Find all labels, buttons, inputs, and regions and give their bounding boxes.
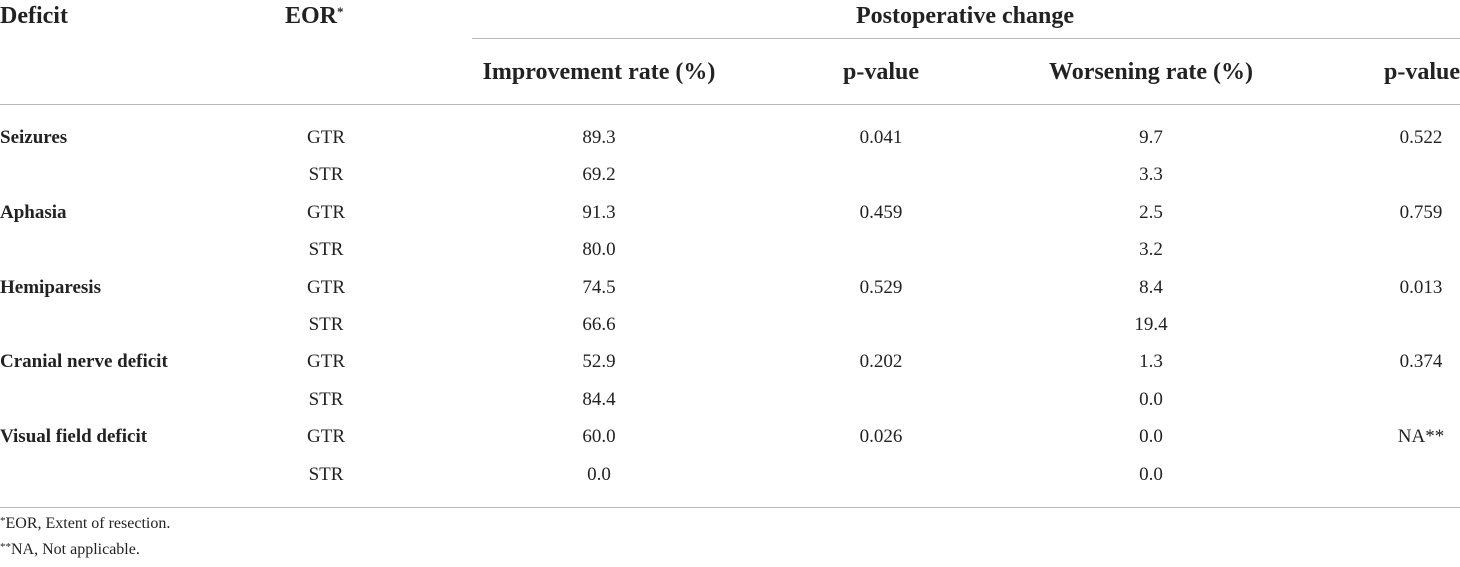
cell-p-value-worsening: 0.522	[1399, 127, 1443, 148]
header-eor: EOR*	[285, 4, 344, 28]
cell-worsening-rate: 3.2	[1139, 239, 1163, 260]
cell-improvement-rate: 69.2	[582, 164, 616, 185]
cell-eor: GTR	[307, 202, 345, 223]
cell-improvement-rate: 0.0	[587, 464, 611, 485]
cell-worsening-rate: 19.4	[1134, 314, 1168, 335]
header-group-rule	[472, 38, 1460, 39]
cell-improvement-rate: 80.0	[582, 239, 616, 260]
header-postoperative-change: Postoperative change	[856, 3, 1074, 29]
cell-improvement-rate: 74.5	[582, 277, 616, 298]
cell-worsening-rate: 2.5	[1139, 202, 1163, 223]
cell-improvement-rate: 66.6	[582, 314, 616, 335]
cell-improvement-rate: 52.9	[582, 351, 616, 372]
header-eor-label: EOR	[285, 3, 338, 29]
footnote-mark: **	[0, 541, 11, 553]
cell-worsening-rate: 0.0	[1139, 389, 1163, 410]
cell-eor: STR	[308, 464, 344, 485]
cell-deficit: Cranial nerve deficit	[0, 351, 168, 372]
cell-p-value-worsening: 0.759	[1399, 202, 1443, 223]
footnote-eor: *EOR, Extent of resection.	[0, 516, 170, 532]
cell-p-value-worsening: 0.013	[1399, 277, 1443, 298]
cell-eor: STR	[308, 314, 344, 335]
cell-p-value-improvement: 0.459	[859, 202, 903, 223]
header-p-value-worsening: p-value	[1383, 59, 1460, 85]
cell-p-value-improvement: 0.529	[859, 277, 903, 298]
cell-deficit: Hemiparesis	[0, 277, 101, 298]
cell-p-value-improvement: 0.202	[859, 351, 903, 372]
footnote-mark: *	[0, 515, 6, 527]
cell-deficit: Visual field deficit	[0, 426, 148, 447]
header-eor-footnote-mark: *	[337, 4, 344, 19]
cell-p-value-improvement: 0.026	[859, 426, 903, 447]
cell-eor: GTR	[307, 277, 345, 298]
cell-worsening-rate: 9.7	[1139, 127, 1163, 148]
cell-improvement-rate: 91.3	[582, 202, 616, 223]
cell-worsening-rate: 8.4	[1139, 277, 1163, 298]
footnote-na: **NA, Not applicable.	[0, 542, 140, 558]
cell-eor: GTR	[307, 127, 345, 148]
cell-deficit: Seizures	[0, 127, 68, 148]
header-p-value-improvement: p-value	[842, 59, 920, 85]
cell-eor: GTR	[307, 351, 345, 372]
cell-deficit: Aphasia	[0, 202, 67, 223]
cell-eor: STR	[308, 239, 344, 260]
cell-worsening-rate: 0.0	[1139, 426, 1163, 447]
footnote-text: NA, Not applicable.	[11, 541, 140, 558]
header-deficit: Deficit	[0, 3, 68, 29]
cell-improvement-rate: 60.0	[582, 426, 616, 447]
header-bottom-rule	[0, 104, 1460, 105]
cell-p-value-worsening: 0.374	[1399, 351, 1443, 372]
cell-worsening-rate: 0.0	[1139, 464, 1163, 485]
cell-improvement-rate: 84.4	[582, 389, 616, 410]
table-bottom-rule	[0, 507, 1460, 508]
cell-p-value-worsening: NA**	[1397, 426, 1445, 447]
header-worsening-rate: Worsening rate (%)	[1049, 59, 1253, 85]
cell-eor: STR	[308, 389, 344, 410]
cell-worsening-rate: 3.3	[1139, 164, 1163, 185]
cell-improvement-rate: 89.3	[582, 127, 616, 148]
footnote-text: EOR, Extent of resection.	[5, 515, 171, 532]
cell-eor: STR	[308, 164, 344, 185]
cell-eor: GTR	[307, 426, 345, 447]
cell-p-value-improvement: 0.041	[859, 127, 903, 148]
cell-worsening-rate: 1.3	[1139, 351, 1163, 372]
header-improvement-rate: Improvement rate (%)	[482, 59, 716, 85]
